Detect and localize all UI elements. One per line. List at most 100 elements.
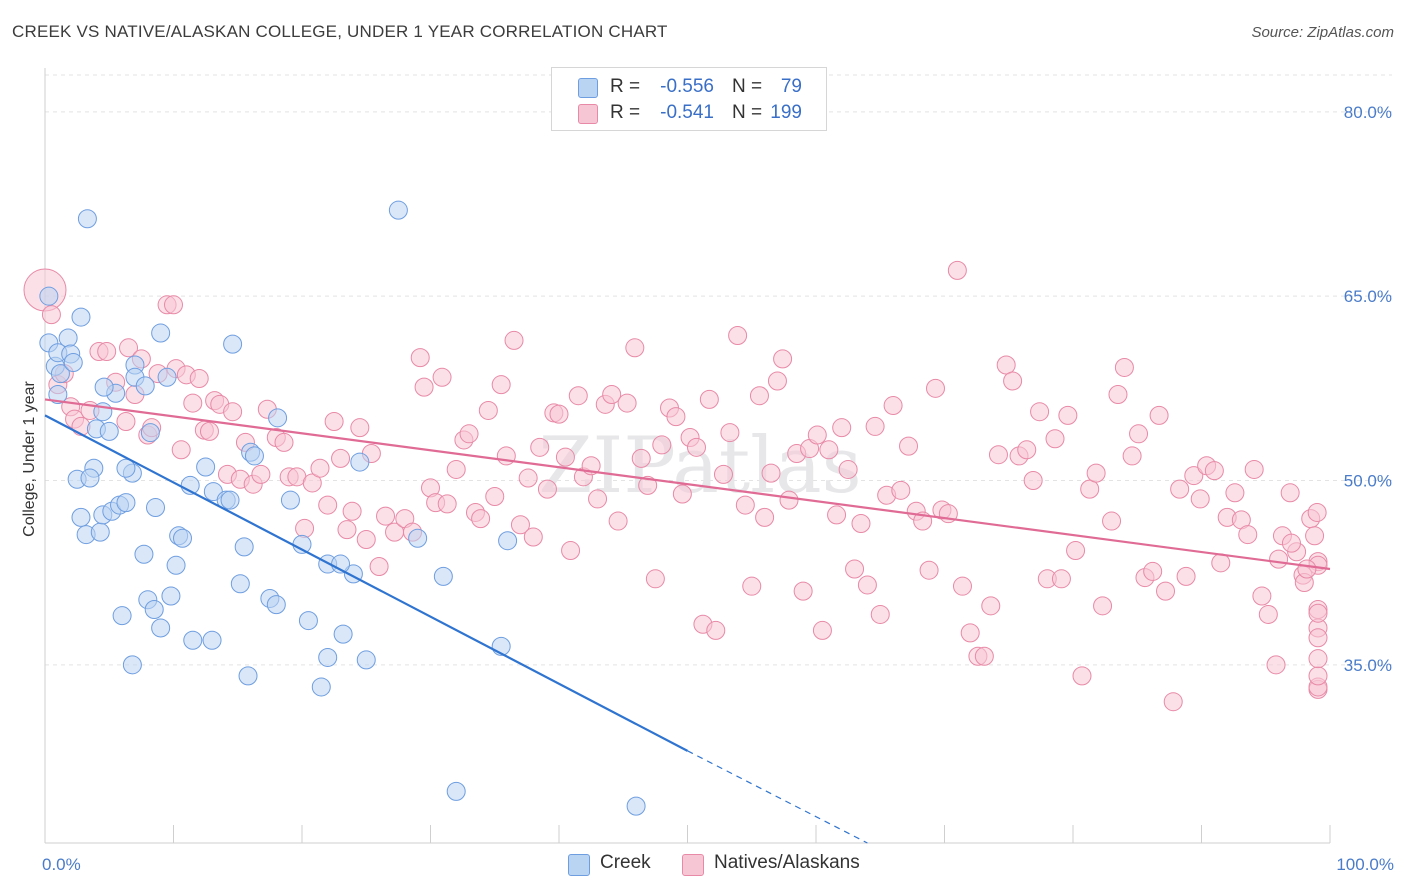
natives-point — [1156, 581, 1176, 601]
natives-point — [437, 494, 457, 514]
natives-point — [608, 511, 628, 531]
creek-point — [166, 555, 186, 575]
natives-point — [471, 509, 491, 529]
natives-point — [617, 393, 637, 413]
natives-point — [331, 448, 351, 468]
natives-point — [1269, 549, 1289, 569]
natives-point — [1266, 655, 1286, 675]
natives-point — [410, 348, 430, 368]
natives-point — [1281, 533, 1301, 553]
natives-point — [1190, 489, 1210, 509]
creek-point — [157, 367, 177, 387]
creek-point — [333, 624, 353, 644]
natives-point — [251, 464, 271, 484]
natives-point — [478, 400, 498, 420]
natives-swatch — [578, 104, 598, 124]
natives-point — [1149, 405, 1169, 425]
creek-point — [626, 796, 646, 816]
natives-point — [1017, 440, 1037, 460]
natives-point — [645, 569, 665, 589]
natives-point — [773, 349, 793, 369]
natives-point — [1308, 603, 1328, 623]
natives-point — [1176, 566, 1196, 586]
natives-point — [537, 479, 557, 499]
natives-point — [672, 484, 692, 504]
axes — [44, 68, 1331, 844]
creek-point — [172, 528, 192, 548]
natives-point — [865, 416, 885, 436]
creek-point — [498, 531, 518, 551]
legend-n-label: N = — [732, 102, 763, 123]
natives-point — [324, 412, 344, 432]
creek-point — [48, 384, 68, 404]
natives-legend-label: Natives/Alaskans — [714, 852, 860, 873]
natives-point — [827, 505, 847, 525]
creek-point — [268, 408, 288, 428]
creek-point — [144, 600, 164, 620]
natives-point — [899, 436, 919, 456]
y-tick-label: 65.0% — [1344, 287, 1392, 306]
natives-point — [870, 604, 890, 624]
creek-point — [220, 490, 240, 510]
natives-point — [1072, 666, 1092, 686]
creek-point — [116, 493, 136, 513]
x-tick-label: 100.0% — [1336, 855, 1394, 874]
natives-point — [919, 560, 939, 580]
natives-point — [947, 260, 967, 280]
legend-n-value: 199 — [770, 102, 802, 123]
creek-point — [140, 423, 160, 443]
creek-trend-extension — [687, 750, 868, 844]
natives-point — [851, 514, 871, 534]
creek-point — [71, 507, 91, 527]
natives-point — [1143, 561, 1163, 581]
natives-point — [891, 480, 911, 500]
creek-swatch — [578, 78, 598, 98]
natives-point — [1297, 559, 1317, 579]
natives-point — [295, 518, 315, 538]
creek-legend-label: Creek — [600, 852, 651, 873]
natives-point — [223, 402, 243, 422]
natives-point — [1305, 526, 1325, 546]
creek-point — [63, 353, 83, 373]
natives-point — [1211, 553, 1231, 573]
natives-point — [713, 464, 733, 484]
creek-points — [39, 200, 646, 816]
natives-point — [1102, 511, 1122, 531]
natives-point — [812, 620, 832, 640]
natives-point — [337, 520, 357, 540]
creek-point — [238, 666, 258, 686]
legend-r-label: R = — [610, 102, 641, 123]
natives-point — [1045, 429, 1065, 449]
natives-point — [755, 507, 775, 527]
natives-point — [981, 596, 1001, 616]
creek-point — [151, 618, 171, 638]
natives-point — [588, 489, 608, 509]
creek-point — [80, 468, 100, 488]
y-tick-label: 35.0% — [1344, 656, 1392, 675]
natives-point — [1244, 459, 1264, 479]
natives-point — [1308, 628, 1328, 648]
legend-r-value: -0.541 — [660, 102, 714, 123]
creek-point — [388, 200, 408, 220]
natives-point — [1080, 479, 1100, 499]
creek-point — [112, 606, 132, 626]
natives-point — [638, 475, 658, 495]
natives-point — [518, 468, 538, 488]
natives-point — [1204, 461, 1224, 481]
trend-lines — [44, 398, 1331, 844]
natives-point — [926, 378, 946, 398]
natives-point — [602, 384, 622, 404]
creek-point — [196, 457, 216, 477]
creek-point — [311, 677, 331, 697]
natives-point — [342, 501, 362, 521]
natives-point — [1280, 483, 1300, 503]
creek-point — [161, 586, 181, 606]
natives-point — [652, 435, 672, 455]
natives-point — [376, 506, 396, 526]
creek-point — [244, 446, 264, 466]
correlation-legend: R = -0.556 N = 79 R = -0.541 N = 199 — [551, 67, 827, 131]
natives-point — [720, 423, 740, 443]
natives-point — [199, 421, 219, 441]
natives-point — [171, 440, 191, 460]
creek-point — [90, 522, 110, 542]
